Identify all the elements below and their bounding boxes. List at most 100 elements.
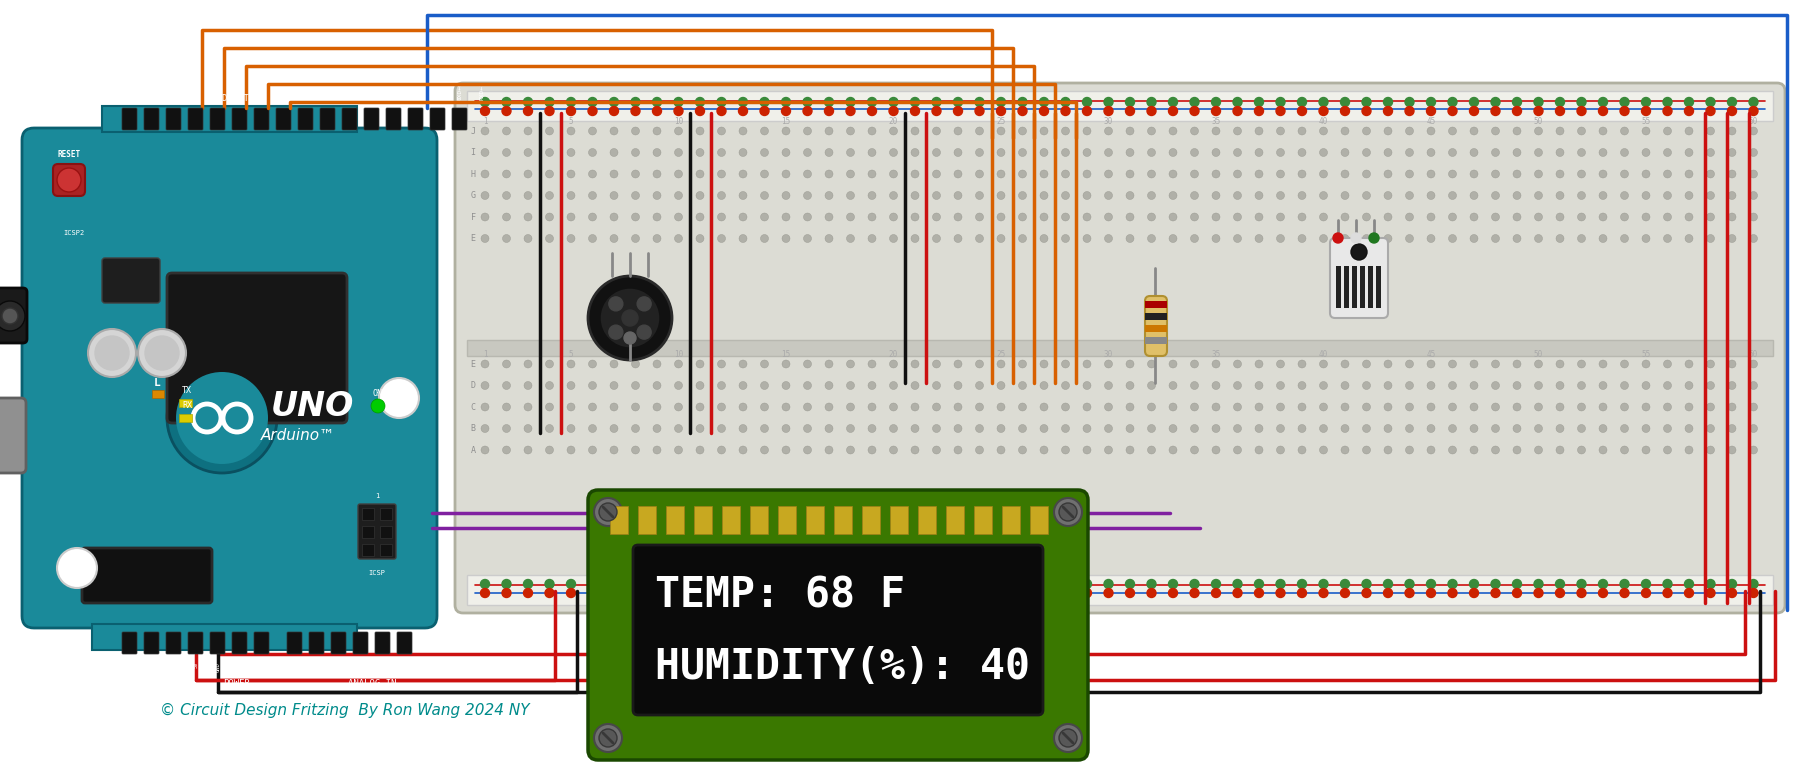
Text: ~2: ~2 (413, 94, 419, 100)
Circle shape (1061, 191, 1070, 200)
Circle shape (1384, 360, 1393, 368)
Circle shape (1577, 403, 1586, 411)
Circle shape (933, 403, 940, 411)
FancyBboxPatch shape (166, 108, 180, 130)
Circle shape (933, 446, 940, 454)
Circle shape (803, 579, 812, 588)
Circle shape (1707, 98, 1716, 107)
Text: A: A (471, 446, 476, 454)
Circle shape (1535, 127, 1542, 135)
Circle shape (1082, 127, 1091, 135)
Circle shape (1535, 235, 1542, 242)
Circle shape (889, 360, 898, 368)
Circle shape (653, 588, 662, 597)
Circle shape (1232, 579, 1241, 588)
Circle shape (1405, 98, 1414, 107)
Circle shape (781, 213, 790, 221)
Circle shape (1147, 213, 1156, 221)
Circle shape (653, 98, 662, 107)
Circle shape (761, 191, 769, 200)
Circle shape (803, 588, 812, 597)
Circle shape (1147, 403, 1156, 411)
Circle shape (1039, 235, 1048, 242)
Circle shape (610, 107, 619, 116)
Circle shape (761, 382, 769, 389)
Circle shape (933, 149, 940, 156)
Circle shape (1082, 403, 1091, 411)
Circle shape (1104, 446, 1113, 454)
Circle shape (1750, 382, 1757, 389)
Circle shape (1191, 127, 1198, 135)
Circle shape (566, 235, 575, 242)
Circle shape (1685, 424, 1692, 433)
Circle shape (1685, 149, 1692, 156)
Circle shape (1232, 107, 1241, 116)
Circle shape (1277, 446, 1284, 454)
Circle shape (1685, 360, 1692, 368)
Circle shape (911, 98, 920, 107)
Circle shape (482, 446, 489, 454)
Circle shape (1147, 191, 1156, 200)
Circle shape (1039, 446, 1048, 454)
Circle shape (1147, 382, 1156, 389)
Circle shape (1492, 127, 1499, 135)
Circle shape (761, 127, 769, 135)
Circle shape (1126, 235, 1135, 242)
Circle shape (1362, 382, 1371, 389)
Circle shape (933, 579, 942, 588)
Circle shape (610, 98, 619, 107)
Circle shape (1427, 382, 1434, 389)
Circle shape (523, 191, 532, 200)
Circle shape (1490, 579, 1499, 588)
Circle shape (1427, 98, 1436, 107)
Bar (833, 506, 851, 534)
Circle shape (998, 149, 1005, 156)
Circle shape (868, 170, 877, 178)
Circle shape (974, 588, 983, 597)
Circle shape (566, 191, 575, 200)
Bar (862, 506, 880, 534)
Circle shape (1362, 98, 1371, 107)
Circle shape (911, 149, 918, 156)
Circle shape (781, 149, 790, 156)
FancyBboxPatch shape (308, 632, 325, 654)
Circle shape (716, 107, 725, 116)
Circle shape (954, 98, 963, 107)
Circle shape (523, 446, 532, 454)
Circle shape (1275, 579, 1284, 588)
Circle shape (868, 107, 877, 116)
Circle shape (1449, 149, 1456, 156)
Circle shape (1039, 424, 1048, 433)
Circle shape (1340, 403, 1349, 411)
Circle shape (1707, 191, 1714, 200)
Circle shape (1707, 127, 1714, 135)
Circle shape (740, 235, 747, 242)
Circle shape (631, 446, 639, 454)
Circle shape (1663, 382, 1672, 389)
Circle shape (868, 191, 877, 200)
Circle shape (1169, 191, 1176, 200)
Circle shape (610, 297, 622, 311)
Circle shape (1297, 588, 1306, 597)
Circle shape (631, 424, 639, 433)
Circle shape (1642, 446, 1651, 454)
Circle shape (588, 149, 597, 156)
Text: 10: 10 (675, 350, 684, 358)
Circle shape (502, 107, 511, 116)
Circle shape (1017, 107, 1026, 116)
Circle shape (1470, 424, 1477, 433)
Circle shape (1362, 170, 1371, 178)
Text: VIN: VIN (260, 662, 265, 672)
Circle shape (976, 191, 983, 200)
Circle shape (954, 191, 962, 200)
Circle shape (1234, 127, 1241, 135)
Circle shape (738, 98, 747, 107)
Circle shape (1082, 191, 1091, 200)
Circle shape (1059, 729, 1077, 747)
Circle shape (1449, 213, 1456, 221)
Circle shape (1191, 235, 1198, 242)
Text: ~9: ~9 (260, 94, 265, 100)
Circle shape (1126, 382, 1135, 389)
Text: GND: GND (215, 662, 220, 672)
Circle shape (523, 213, 532, 221)
